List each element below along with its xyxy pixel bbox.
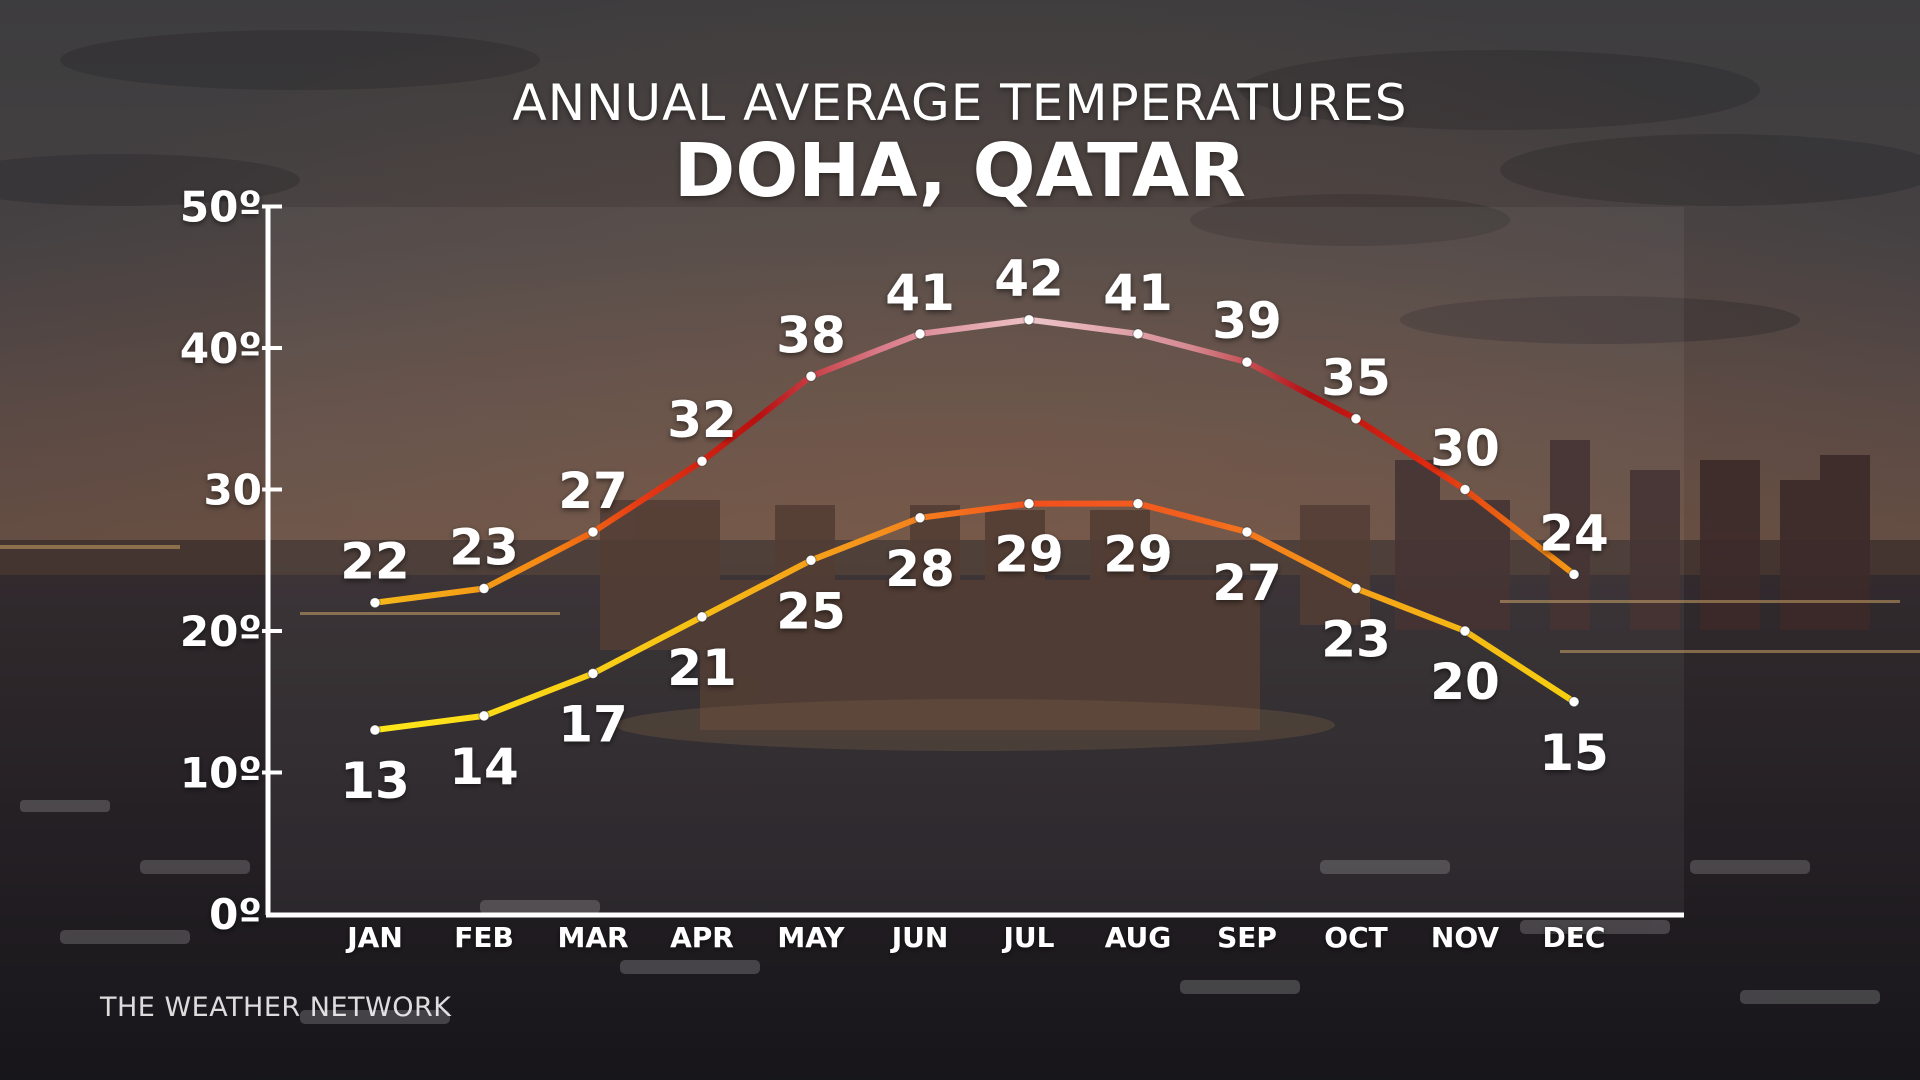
series-line-high: [374, 316, 1576, 606]
x-tick-label: MAY: [777, 921, 845, 954]
data-label-high: 32: [667, 391, 737, 449]
data-point-high: [914, 328, 926, 340]
data-label-high: 22: [340, 533, 410, 591]
x-tick-label: JAN: [345, 921, 403, 954]
chart-subtitle: DOHA, QATAR: [673, 128, 1247, 214]
data-label-low: 23: [1321, 611, 1391, 669]
data-labels-high: 22 23 27 32 38 41 42 41 39 35 30 24: [340, 250, 1609, 591]
y-tick-label: 20º: [180, 607, 262, 656]
x-tick-label: SEP: [1217, 921, 1277, 954]
x-tick-label: JUN: [890, 921, 949, 954]
data-label-low: 14: [449, 738, 519, 796]
x-tick-label: AUG: [1105, 921, 1172, 954]
x-axis-ticks: JAN FEB MAR APR MAY JUN JUL AUG SEP OCT NOV DEC: [345, 921, 1605, 954]
data-point-high: [1568, 568, 1580, 580]
data-label-low: 28: [885, 540, 955, 598]
data-point-high: [805, 370, 817, 382]
series-points-high: [369, 314, 1580, 609]
x-tick-label: DEC: [1543, 921, 1606, 954]
data-label-high: 38: [776, 306, 846, 364]
data-label-high: 35: [1321, 349, 1391, 407]
data-label-high: 41: [885, 264, 955, 322]
data-label-low: 21: [667, 639, 737, 697]
brand-watermark: THE WEATHER NETWORK: [100, 992, 452, 1023]
data-point-low: [1023, 498, 1035, 510]
data-point-low: [1350, 583, 1362, 595]
data-label-low: 13: [340, 752, 410, 810]
data-point-low: [369, 724, 381, 736]
data-label-high: 39: [1212, 292, 1282, 350]
data-point-high: [1459, 484, 1471, 495]
data-point-low: [914, 512, 926, 524]
data-label-high: 42: [994, 250, 1064, 308]
data-point-high: [478, 583, 490, 595]
data-label-low: 20: [1430, 653, 1500, 711]
data-point-low: [1132, 498, 1144, 510]
data-labels-low: 13 14 17 21 25 28 29 29 27 23 20 15: [340, 526, 1609, 810]
y-axis-ticks: 0º 10º 20º 30 40º 50º: [180, 183, 282, 939]
y-tick-label: 50º: [180, 183, 262, 232]
data-label-high: 30: [1430, 420, 1500, 478]
x-tick-label: FEB: [454, 921, 514, 954]
x-tick-label: OCT: [1324, 921, 1387, 954]
data-label-high: 41: [1103, 264, 1173, 322]
data-point-low: [478, 710, 490, 722]
data-point-high: [369, 597, 381, 609]
y-tick-label: 30: [204, 466, 262, 515]
data-point-low: [1568, 696, 1580, 708]
series-line-low: [374, 500, 1576, 733]
y-tick-label: 10º: [180, 749, 262, 798]
data-point-low: [1459, 625, 1471, 637]
data-point-high: [1350, 413, 1362, 425]
data-label-high: 24: [1539, 504, 1609, 562]
data-point-high: [587, 526, 599, 538]
data-label-high: 23: [449, 519, 519, 577]
series-points-low: [369, 498, 1580, 736]
x-tick-label: APR: [670, 921, 734, 954]
data-label-high: 27: [558, 462, 628, 520]
data-point-low: [1241, 526, 1253, 538]
data-point-high: [1132, 328, 1144, 340]
data-point-high: [1023, 314, 1035, 326]
data-point-low: [805, 554, 817, 566]
data-label-low: 25: [776, 582, 846, 640]
data-label-low: 27: [1212, 554, 1282, 612]
x-tick-label: MAR: [557, 921, 628, 954]
data-point-low: [696, 611, 708, 623]
data-label-low: 15: [1539, 724, 1609, 782]
data-label-low: 29: [1103, 526, 1173, 584]
data-point-high: [1241, 356, 1253, 368]
data-point-low: [587, 667, 599, 679]
data-point-high: [696, 455, 708, 467]
y-tick-label: 40º: [180, 324, 262, 373]
data-label-low: 17: [558, 695, 628, 753]
x-tick-label: NOV: [1431, 921, 1499, 954]
x-tick-label: JUL: [1002, 921, 1055, 954]
y-tick-label: 0º: [209, 890, 262, 939]
data-label-low: 29: [994, 526, 1064, 584]
chart-title: ANNUAL AVERAGE TEMPERATURES: [512, 74, 1408, 132]
